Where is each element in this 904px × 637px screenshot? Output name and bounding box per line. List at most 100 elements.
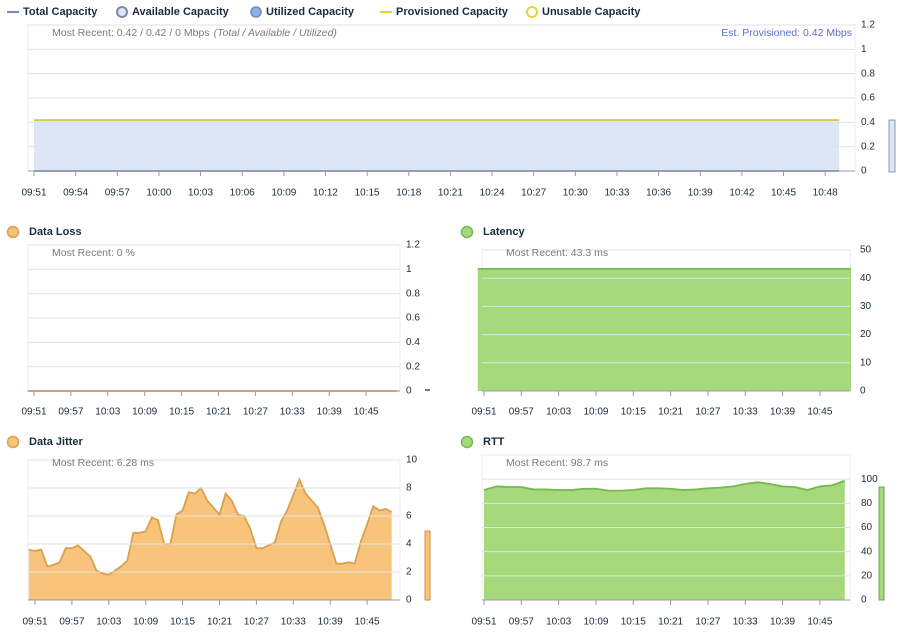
x-tick-label: 10:27 [521,188,546,199]
x-tick-label: 10:09 [271,188,296,199]
x-tick-label: 10:21 [658,407,683,418]
legend-label: Available Capacity [132,6,230,18]
x-tick-label: 09:51 [471,407,496,418]
x-tick-label: 10:00 [146,188,171,199]
x-tick-label: 10:30 [563,188,588,199]
x-tick-label: 10:15 [170,617,195,628]
x-tick-label: 10:21 [206,407,231,418]
x-tick-label: 10:33 [281,617,306,628]
legend-marker [116,6,128,18]
area-line [28,477,393,576]
y-tick-label: 1.2 [406,240,420,251]
annotation: Most Recent: 0 % [52,247,135,259]
x-tick-label: 09:51 [21,188,46,199]
series-area [34,119,840,171]
y-tick-label: 0 [861,166,867,177]
x-tick-label: 10:45 [807,617,832,628]
y-tick-label: 40 [860,273,872,284]
x-tick-label: 09:57 [509,617,534,628]
chart: 0 10 20 30 40 50 09:51 09:57 10:03 10:09 10:15 10:2… [460,225,872,418]
x-tick-label: 10:39 [318,617,343,628]
x-tick-label: 10:45 [807,407,832,418]
y-tick-label: 0 [861,595,867,606]
area-area [484,480,845,600]
x-tick-label: 10:24 [480,188,505,199]
annotation: Most Recent: 43.3 ms [506,247,608,259]
x-tick-label: 10:18 [396,188,421,199]
title-icon [6,225,20,239]
y-tick-label: 1.2 [861,20,875,31]
x-tick-label: 10:03 [188,188,213,199]
x-tick-label: 10:06 [230,188,255,199]
x-tick-label: 10:45 [355,617,380,628]
x-tick-label: 10:03 [96,617,121,628]
y-tick-label: 6 [406,511,412,522]
title-icon [6,435,20,449]
y-tick-label: 0 [406,595,412,606]
chart: 0 0.2 0.4 0.6 0.8 1 1.2 09:51 09:57 10:03 10:09 10:… [6,225,420,418]
y-tick-label: 0.6 [861,93,875,104]
x-tick-label: 09:54 [63,188,88,199]
x-tick-label: 10:15 [169,407,194,418]
marks [483,479,846,600]
x-tick-label: 10:27 [243,407,268,418]
y-tick-label: 10 [406,455,418,466]
y-tick-label: 80 [861,498,873,509]
x-tick-label: 09:57 [509,407,534,418]
x-tick-label: 10:09 [133,617,158,628]
legend-label: Provisioned Capacity [396,6,509,18]
chart-title: Data Jitter [29,436,84,448]
legend-label: Total Capacity [23,6,98,18]
x-tick-label: 10:33 [733,617,758,628]
x-tick-label: 10:39 [688,188,713,199]
x-tick-label: 10:15 [621,617,646,628]
legend-label: Unusable Capacity [542,6,641,18]
y-tick-label: 60 [861,522,873,533]
legend-marker [250,6,262,18]
x-tick-label: 09:57 [58,407,83,418]
scroll-indicator [878,486,885,601]
y-tick-label: 1 [406,264,412,275]
title-icon [460,225,474,239]
annotation: (Total / Available / Utilized) [214,27,337,39]
x-tick-label: 10:27 [695,617,720,628]
x-tick-label: 10:03 [546,407,571,418]
scroll-indicator [888,119,896,173]
x-tick-label: 09:57 [59,617,84,628]
y-tick-label: 0.2 [406,361,420,372]
x-tick-label: 10:39 [770,407,795,418]
marks [477,267,851,391]
scroll-indicator [424,530,431,601]
x-tick-label: 10:33 [280,407,305,418]
y-tick-label: 2 [406,567,412,578]
chart: 0 0.2 0.4 0.6 0.8 1 1.2 09:51 09:54 09:57 10:00 10:… [7,6,875,199]
x-tick-label: 10:45 [771,188,796,199]
x-tick-label: 09:51 [21,407,46,418]
y-tick-label: 10 [860,357,872,368]
y-tick-label: 20 [860,329,872,340]
y-tick-label: 0.4 [861,117,875,128]
annotation: Most Recent: 98.7 ms [506,457,608,469]
x-tick-label: 10:21 [438,188,463,199]
y-tick-label: 30 [860,301,872,312]
legend-label: Utilized Capacity [266,6,355,18]
x-tick-label: 10:48 [813,188,838,199]
x-tick-label: 09:57 [105,188,130,199]
x-tick-label: 10:39 [317,407,342,418]
y-tick-label: 0.8 [861,68,875,79]
x-tick-label: 10:42 [729,188,754,199]
chart: 0 2 4 6 8 10 09:51 09:57 10:03 10:09 10:15 10:21 10:… [6,435,418,628]
x-tick-label: 10:03 [546,617,571,628]
x-tick-label: 10:15 [355,188,380,199]
chart-title: RTT [483,436,505,448]
chart-title: Data Loss [29,226,82,238]
y-tick-label: 100 [861,474,878,485]
y-tick-label: 0 [860,386,866,397]
y-tick-label: 0.4 [406,337,420,348]
area-area [477,268,851,391]
x-tick-label: 10:21 [658,617,683,628]
y-tick-label: 1 [861,44,867,55]
chart: 0 20 40 60 80 100 09:51 09:57 10:03 10:09 10:15 10:… [460,435,878,628]
x-tick-label: 10:03 [95,407,120,418]
